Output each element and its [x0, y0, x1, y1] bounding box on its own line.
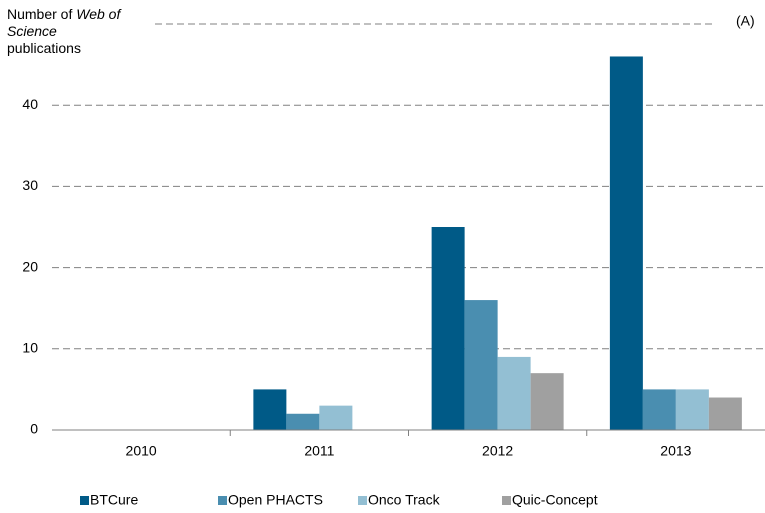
legend-label: BTCure — [90, 492, 138, 508]
y-tick-label: 30 — [22, 177, 38, 193]
legend-label: Open PHACTS — [228, 492, 323, 508]
bar — [642, 389, 676, 430]
legend-label: Onco Track — [368, 492, 441, 508]
y-axis-label: Number of Web of Science publications — [7, 6, 157, 57]
legend-swatch — [80, 496, 89, 505]
y-tick-label: 0 — [30, 421, 38, 437]
bar — [530, 373, 564, 430]
bar — [431, 227, 465, 430]
x-tick-label: 2011 — [304, 443, 334, 459]
y-label-part: Web of Science — [7, 6, 121, 39]
bar — [675, 389, 709, 430]
legend-swatch — [358, 496, 367, 505]
bar — [286, 413, 320, 430]
legend-label: Quic-Concept — [512, 492, 598, 508]
y-label-part: Number of — [7, 6, 73, 22]
y-tick-label: 20 — [22, 258, 38, 274]
bar — [497, 356, 531, 430]
y-tick-label: 10 — [22, 340, 38, 356]
bar — [609, 56, 643, 430]
x-tick-label: 2010 — [126, 443, 157, 459]
legend-swatch — [218, 496, 227, 505]
x-tick-label: 2013 — [660, 443, 691, 459]
annotation: (A) — [736, 13, 755, 29]
bar — [253, 389, 287, 430]
legend-swatch — [502, 496, 511, 505]
bar — [464, 300, 498, 430]
bar — [319, 405, 353, 430]
y-label-part: publications — [7, 40, 81, 56]
x-tick-label: 2012 — [482, 443, 513, 459]
bar — [708, 397, 742, 430]
y-tick-label: 40 — [22, 96, 38, 112]
